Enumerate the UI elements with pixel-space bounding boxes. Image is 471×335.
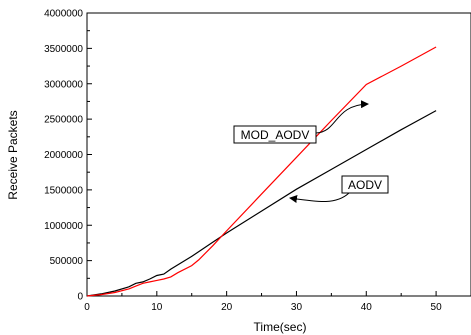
x-tick-label-3: 30 <box>291 302 303 313</box>
series-line-mod-aodv <box>86 46 437 297</box>
y-tick-label-6: 3000000 <box>44 79 83 90</box>
x-tick-label-4: 40 <box>361 302 373 313</box>
y-axis: 0 500000 1000000 1500000 2000000 2500000 30000… <box>44 9 92 303</box>
y-tick-label-2: 1000000 <box>44 221 83 232</box>
y-tick-label-5: 2500000 <box>44 115 83 126</box>
x-axis: 0 10 20 30 40 50 <box>84 291 442 313</box>
annotation-mod-aodv-box <box>233 125 317 144</box>
series-line-aodv <box>86 110 437 297</box>
annotation-aodv-arrow <box>289 192 350 203</box>
annotation-aodv-box <box>341 175 389 194</box>
x-tick-label-0: 0 <box>84 302 90 313</box>
x-tick-label-5: 50 <box>431 302 443 313</box>
annotation-mod-aodv: MOD_AODV <box>233 100 369 144</box>
y-tick-label-4: 2000000 <box>44 150 83 161</box>
annotation-aodv-label: AODV <box>348 178 382 192</box>
annotation-mod-aodv-arrow <box>315 100 369 134</box>
x-tick-label-1: 10 <box>151 302 163 313</box>
x-tick-label-2: 20 <box>221 302 233 313</box>
y-tick-label-3: 1500000 <box>44 185 83 196</box>
y-tick-label-7: 3500000 <box>44 44 83 55</box>
annotation-aodv: AODV <box>289 175 389 203</box>
y-tick-label-0: 0 <box>77 292 83 303</box>
y-tick-label-1: 500000 <box>50 256 84 267</box>
y-axis-title: Receive Packets <box>6 110 20 199</box>
plot-frame <box>86 12 471 297</box>
series-layer <box>86 46 437 297</box>
y-tick-label-8: 4000000 <box>44 9 83 20</box>
annotation-mod-aodv-label: MOD_AODV <box>241 128 310 142</box>
x-axis-title: Time(sec) <box>254 320 307 334</box>
